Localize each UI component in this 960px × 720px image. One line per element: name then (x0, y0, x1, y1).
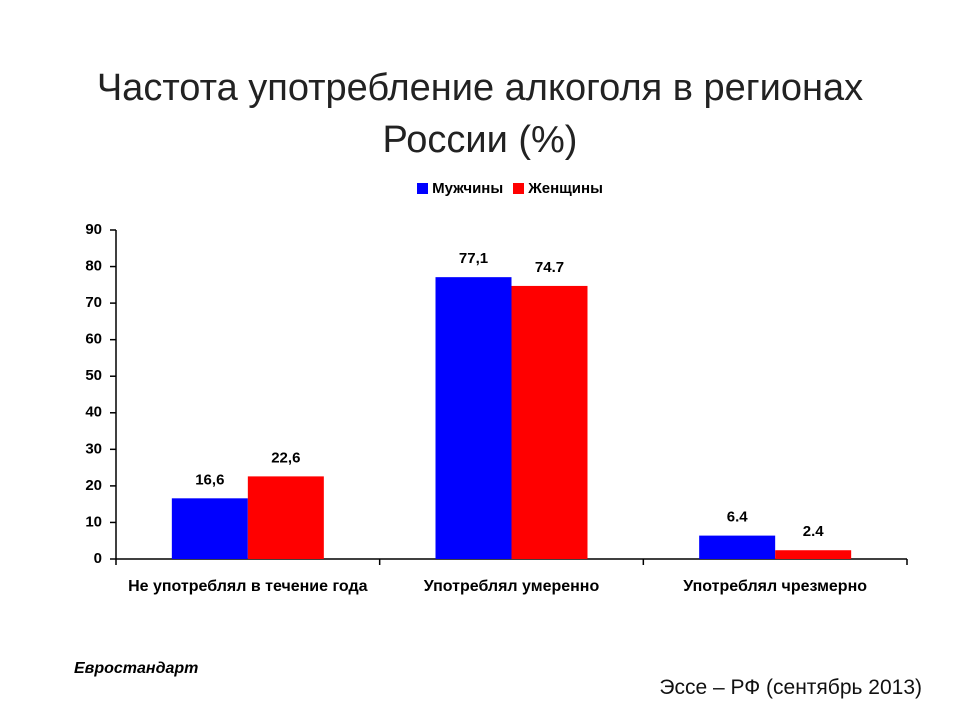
y-tick-label: 50 (85, 367, 102, 384)
source: Эссе – РФ (сентябрь 2013) (659, 676, 922, 699)
legend-swatch (513, 183, 525, 194)
legend-label: Мужчины (432, 180, 504, 197)
y-tick-label: 10 (85, 513, 102, 530)
legend-item: Мужчины (417, 180, 503, 197)
data-label: 74.7 (535, 259, 564, 276)
y-tick-label: 20 (85, 477, 102, 494)
y-tick-label: 0 (94, 550, 102, 567)
legend: Мужчины Женщины (0, 180, 960, 197)
x-tick-label: Употреблял чрезмерно (683, 578, 868, 595)
bar (699, 535, 776, 559)
y-tick-label: 40 (85, 404, 102, 421)
data-label: 22,6 (271, 449, 300, 466)
y-tick-label: 60 (85, 331, 102, 348)
data-label: 2.4 (803, 523, 825, 540)
data-label: 16,6 (195, 471, 224, 488)
annotation: Евростандарт (74, 660, 199, 677)
bar (511, 285, 588, 559)
y-tick-label: 80 (85, 258, 102, 275)
y-tick-label: 90 (85, 221, 102, 238)
y-tick-label: 70 (85, 294, 102, 311)
bar (435, 277, 512, 559)
bar (171, 498, 248, 559)
bar (247, 476, 324, 559)
legend-label: Женщины (528, 180, 603, 197)
data-label: 77,1 (459, 250, 488, 267)
y-tick-label: 30 (85, 440, 102, 457)
x-tick-label: Не употреблял в течение года (128, 578, 368, 595)
bar (775, 550, 852, 559)
x-tick-label: Употреблял умеренно (423, 578, 600, 595)
chart-title: Частота употребление алкоголя в регионах… (96, 67, 864, 161)
legend-swatch (417, 183, 429, 194)
legend-item: Женщины (513, 180, 603, 197)
data-label: 6.4 (727, 509, 749, 526)
